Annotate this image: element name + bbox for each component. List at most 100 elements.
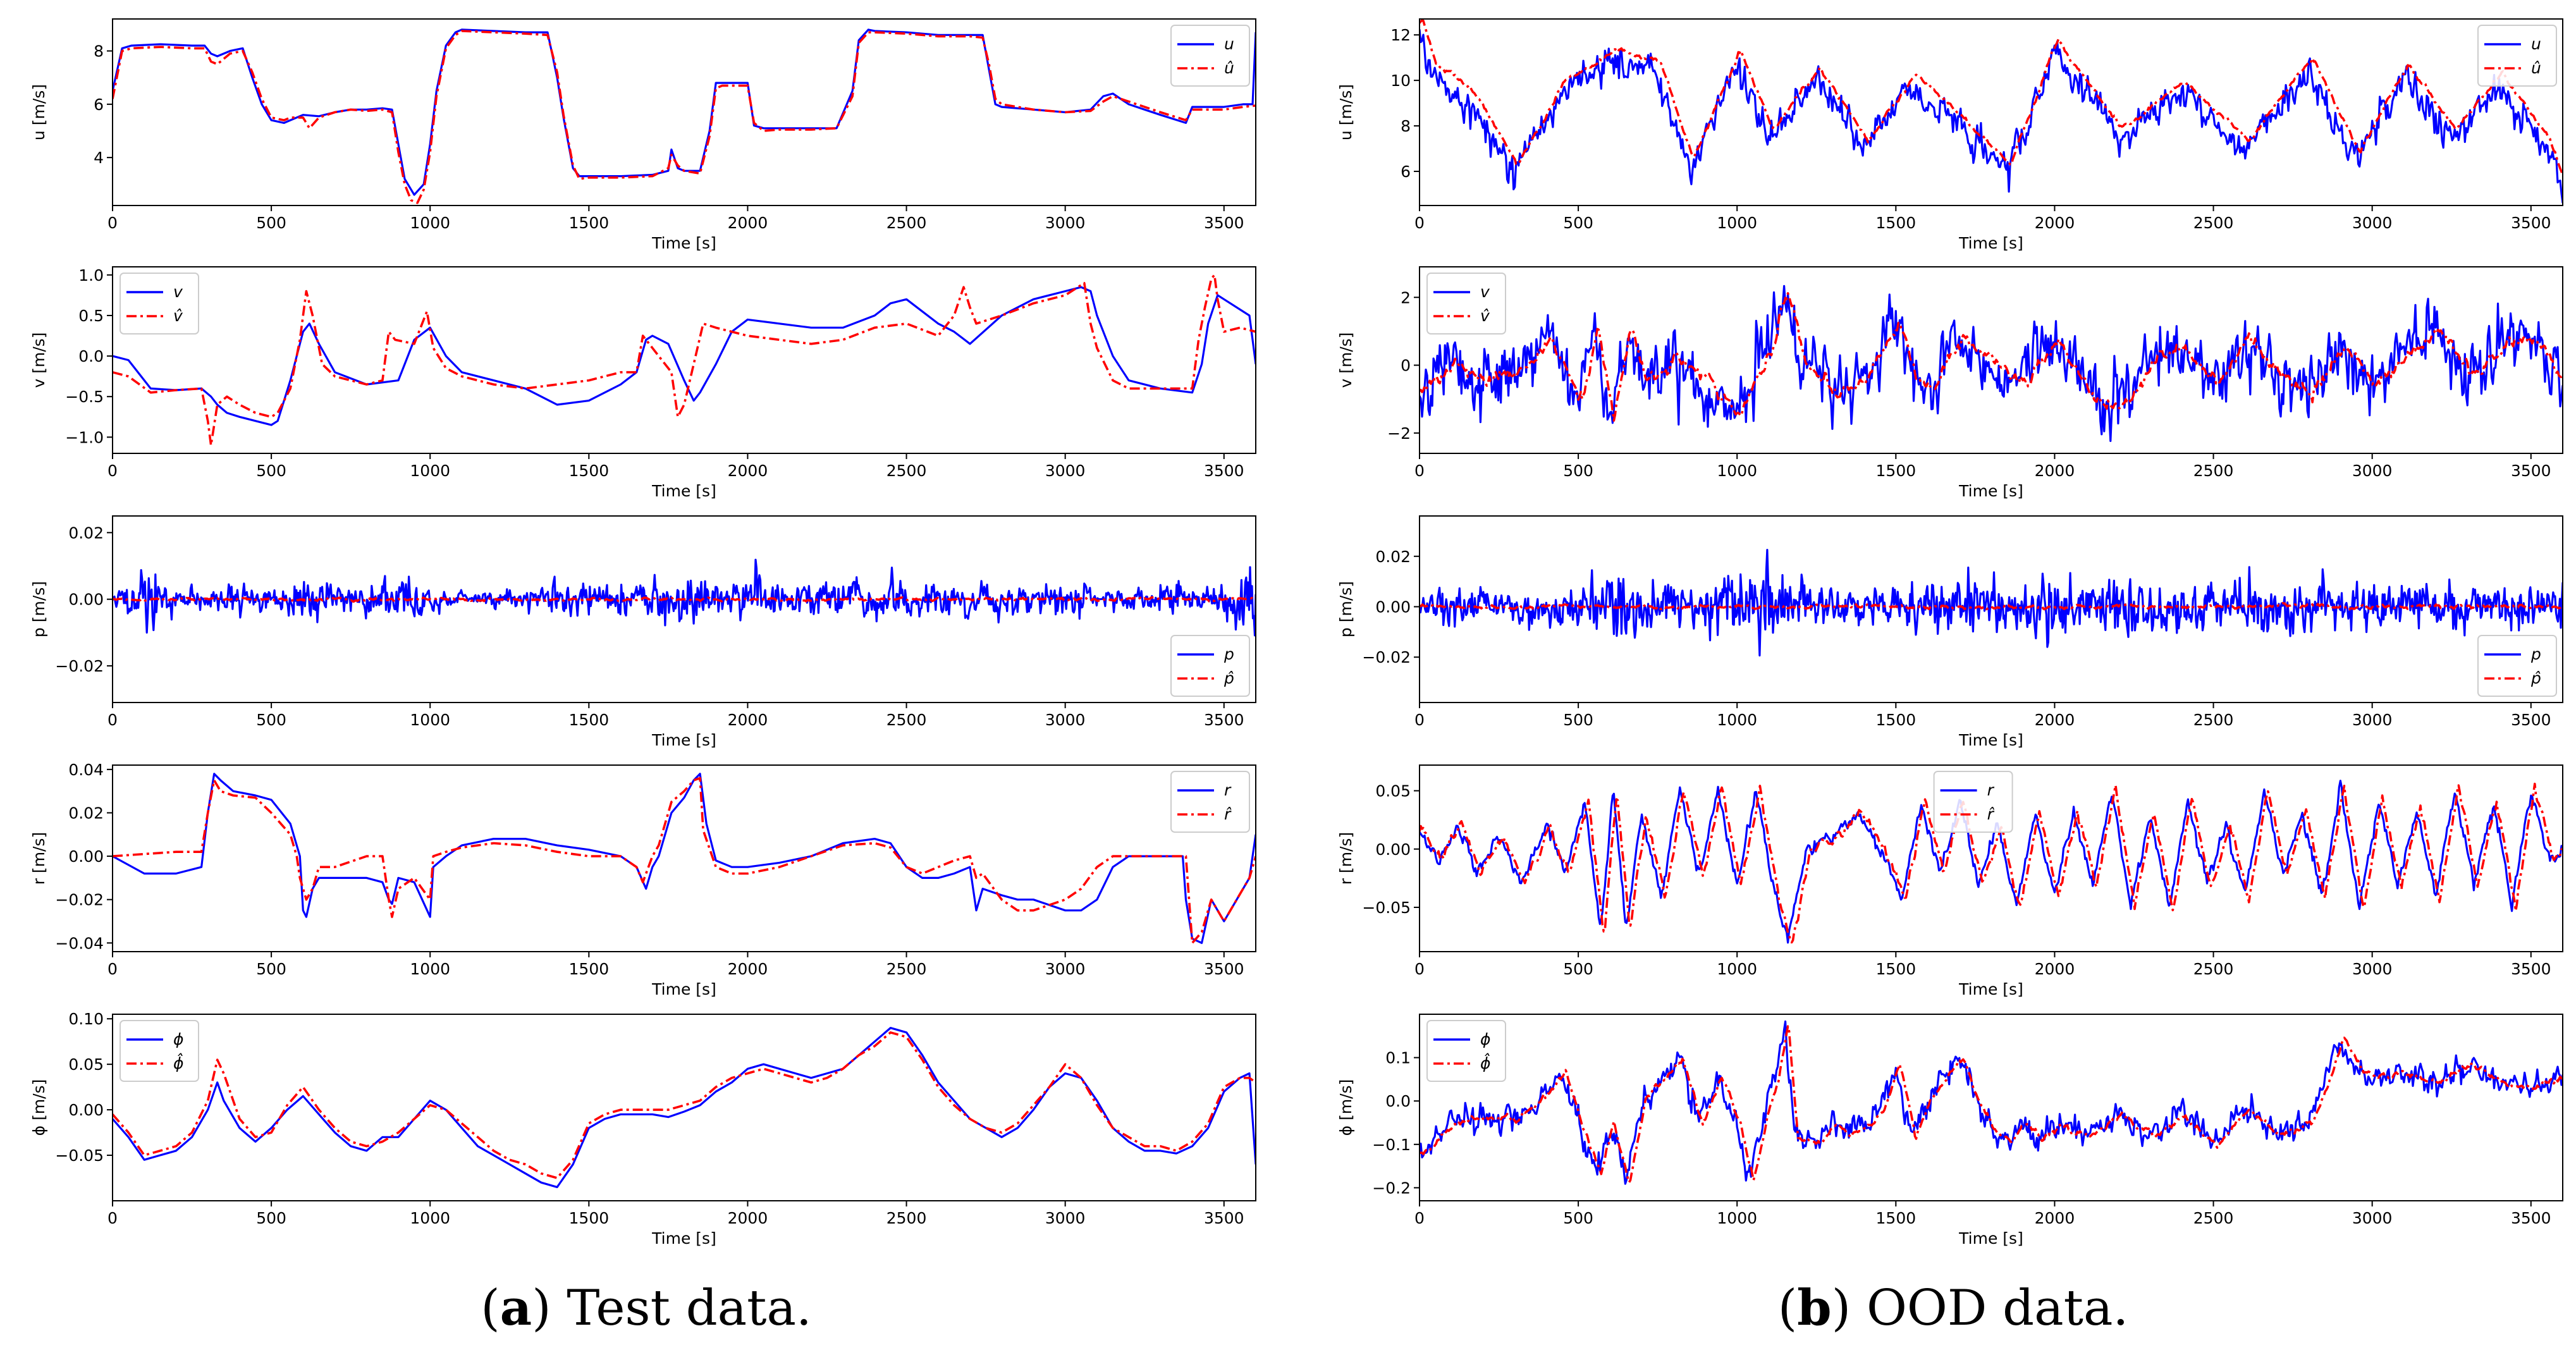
legend-box — [1170, 635, 1250, 697]
y-tick-label: −1.0 — [65, 428, 104, 446]
y-tick-label: 0.1 — [1385, 1049, 1411, 1067]
y-axis-label: ϕ [m/s] — [1337, 1079, 1355, 1136]
y-tick-label: 0.02 — [68, 524, 104, 542]
x-tick-label: 1000 — [1717, 1209, 1757, 1227]
legend: r r̂ — [1933, 771, 2013, 833]
chart-b-1: 0 500 1000 1500 2000 2500 3000 3500 −2 0 2 Time [s]… — [1337, 266, 2563, 500]
x-tick-label: 3500 — [2511, 960, 2551, 978]
chart-a-0: 0 500 1000 1500 2000 2500 3000 3500 4 6 8 Time [s] u… — [30, 18, 1256, 252]
x-tick-label: 3500 — [2511, 711, 2551, 729]
plot-frame — [1419, 266, 2563, 454]
x-tick-label: 1000 — [1717, 462, 1757, 480]
x-axis-label: Time [s] — [1958, 234, 2023, 252]
x-tick-label: 0 — [107, 711, 118, 729]
y-tick-label: −0.2 — [1372, 1179, 1411, 1197]
plot-frame — [1419, 764, 2563, 952]
legend-box — [1933, 771, 2013, 833]
series-line-predicted — [1420, 602, 2563, 611]
x-tick-label: 1000 — [410, 214, 450, 232]
x-tick-label: 500 — [256, 1209, 286, 1227]
x-tick-label: 3000 — [2352, 960, 2393, 978]
y-tick-label: −0.02 — [55, 657, 104, 675]
legend: v v̂ — [1426, 273, 1506, 334]
chart-b-3: 0 500 1000 1500 2000 2500 3000 3500 −0.05 0.00 0.0… — [1337, 764, 2563, 998]
y-tick-label: 2 — [1401, 288, 1411, 307]
x-tick-label: 1000 — [410, 462, 450, 480]
legend: uû — [1170, 25, 1250, 87]
y-tick-label: 0.02 — [68, 804, 104, 822]
legend-label: v̂ — [173, 307, 183, 325]
x-tick-label: 3000 — [1045, 711, 1086, 729]
legend: r r̂ — [1170, 771, 1250, 833]
series-line-predicted — [113, 596, 1256, 603]
legend-label: v — [173, 283, 183, 301]
x-tick-label: 2500 — [2193, 711, 2234, 729]
x-tick-label: 500 — [256, 214, 286, 232]
x-tick-label: 1500 — [1876, 462, 1917, 480]
x-tick-label: 2500 — [886, 711, 927, 729]
series-line-measured — [113, 1026, 1256, 1189]
x-tick-label: 0 — [1414, 711, 1425, 729]
x-tick-label: 0 — [1414, 1209, 1425, 1227]
x-tick-label: 500 — [1563, 1209, 1593, 1227]
series-line-measured — [1420, 29, 2563, 204]
x-tick-label: 1000 — [410, 1209, 450, 1227]
y-axis-label: p [m/s] — [1337, 581, 1355, 637]
series-line-predicted — [1420, 19, 2563, 176]
legend-label: û — [1224, 59, 1234, 77]
caption-text: OOD data. — [1851, 1280, 2128, 1337]
y-tick-label: −0.5 — [65, 388, 104, 406]
plot-frame — [1419, 18, 2563, 206]
x-tick-label: 3500 — [2511, 462, 2551, 480]
series-line-measured — [1420, 548, 2563, 657]
x-tick-label: 1500 — [569, 462, 610, 480]
x-tick-label: 2000 — [2035, 1209, 2075, 1227]
y-tick-label: −0.02 — [1362, 648, 1411, 666]
x-tick-label: 3000 — [2352, 711, 2393, 729]
series-line-measured — [113, 28, 1256, 196]
x-tick-label: 1000 — [1717, 960, 1757, 978]
x-tick-label: 3000 — [1045, 214, 1086, 232]
y-axis-label: u [m/s] — [1337, 84, 1355, 140]
x-tick-label: 3500 — [1204, 462, 1244, 480]
x-tick-label: 2500 — [2193, 462, 2234, 480]
plot-frame — [112, 1014, 1256, 1201]
y-tick-label: 0.04 — [68, 761, 104, 779]
x-tick-label: 500 — [256, 960, 286, 978]
legend-box — [2477, 635, 2557, 697]
series-line-measured — [1420, 1020, 2563, 1185]
x-axis-label: Time [s] — [651, 731, 716, 749]
legend-label: v — [1480, 283, 1490, 301]
y-tick-label: 0.0 — [1385, 1092, 1411, 1110]
series-line-predicted — [1420, 291, 2563, 422]
x-tick-label: 3000 — [1045, 960, 1086, 978]
y-tick-label: 6 — [94, 95, 104, 114]
y-tick-label: 0.05 — [1375, 782, 1411, 801]
legend-label: r̂ — [1224, 805, 1232, 823]
y-axis-label: u [m/s] — [30, 84, 48, 140]
y-tick-label: 0.00 — [68, 591, 104, 609]
caption-label: a — [500, 1279, 532, 1337]
chart-a-3: 0 500 1000 1500 2000 2500 3000 3500 −0.04 −0.02 0.… — [30, 761, 1256, 998]
plot-frame — [112, 764, 1256, 952]
legend-box — [120, 273, 199, 334]
x-tick-label: 1500 — [569, 960, 610, 978]
x-tick-label: 0 — [1414, 960, 1425, 978]
legend: v v̂ — [120, 273, 199, 334]
chart-b-0: 0 500 1000 1500 2000 2500 3000 3500 6 8 10 12 Time [… — [1337, 18, 2563, 252]
legend-label: r — [1987, 781, 1995, 799]
legend-label: p — [2530, 645, 2541, 663]
chart-b-2: 0 500 1000 1500 2000 2500 3000 3500 −0.02 0.00 0.0… — [1337, 515, 2563, 749]
x-tick-label: 2000 — [728, 1209, 768, 1227]
caption-text: Test data. — [551, 1280, 812, 1337]
plot-frame — [112, 18, 1256, 206]
x-tick-label: 1500 — [1876, 711, 1917, 729]
y-tick-label: 0.10 — [68, 1010, 104, 1028]
series-line-predicted — [113, 30, 1256, 204]
y-tick-label: 0.5 — [78, 307, 104, 325]
legend: ϕ ϕ̂ — [1426, 1020, 1506, 1082]
y-tick-label: 6 — [1401, 163, 1411, 181]
caption-paren-close: ) — [532, 1280, 551, 1337]
legend-label: p̂ — [2530, 669, 2541, 687]
